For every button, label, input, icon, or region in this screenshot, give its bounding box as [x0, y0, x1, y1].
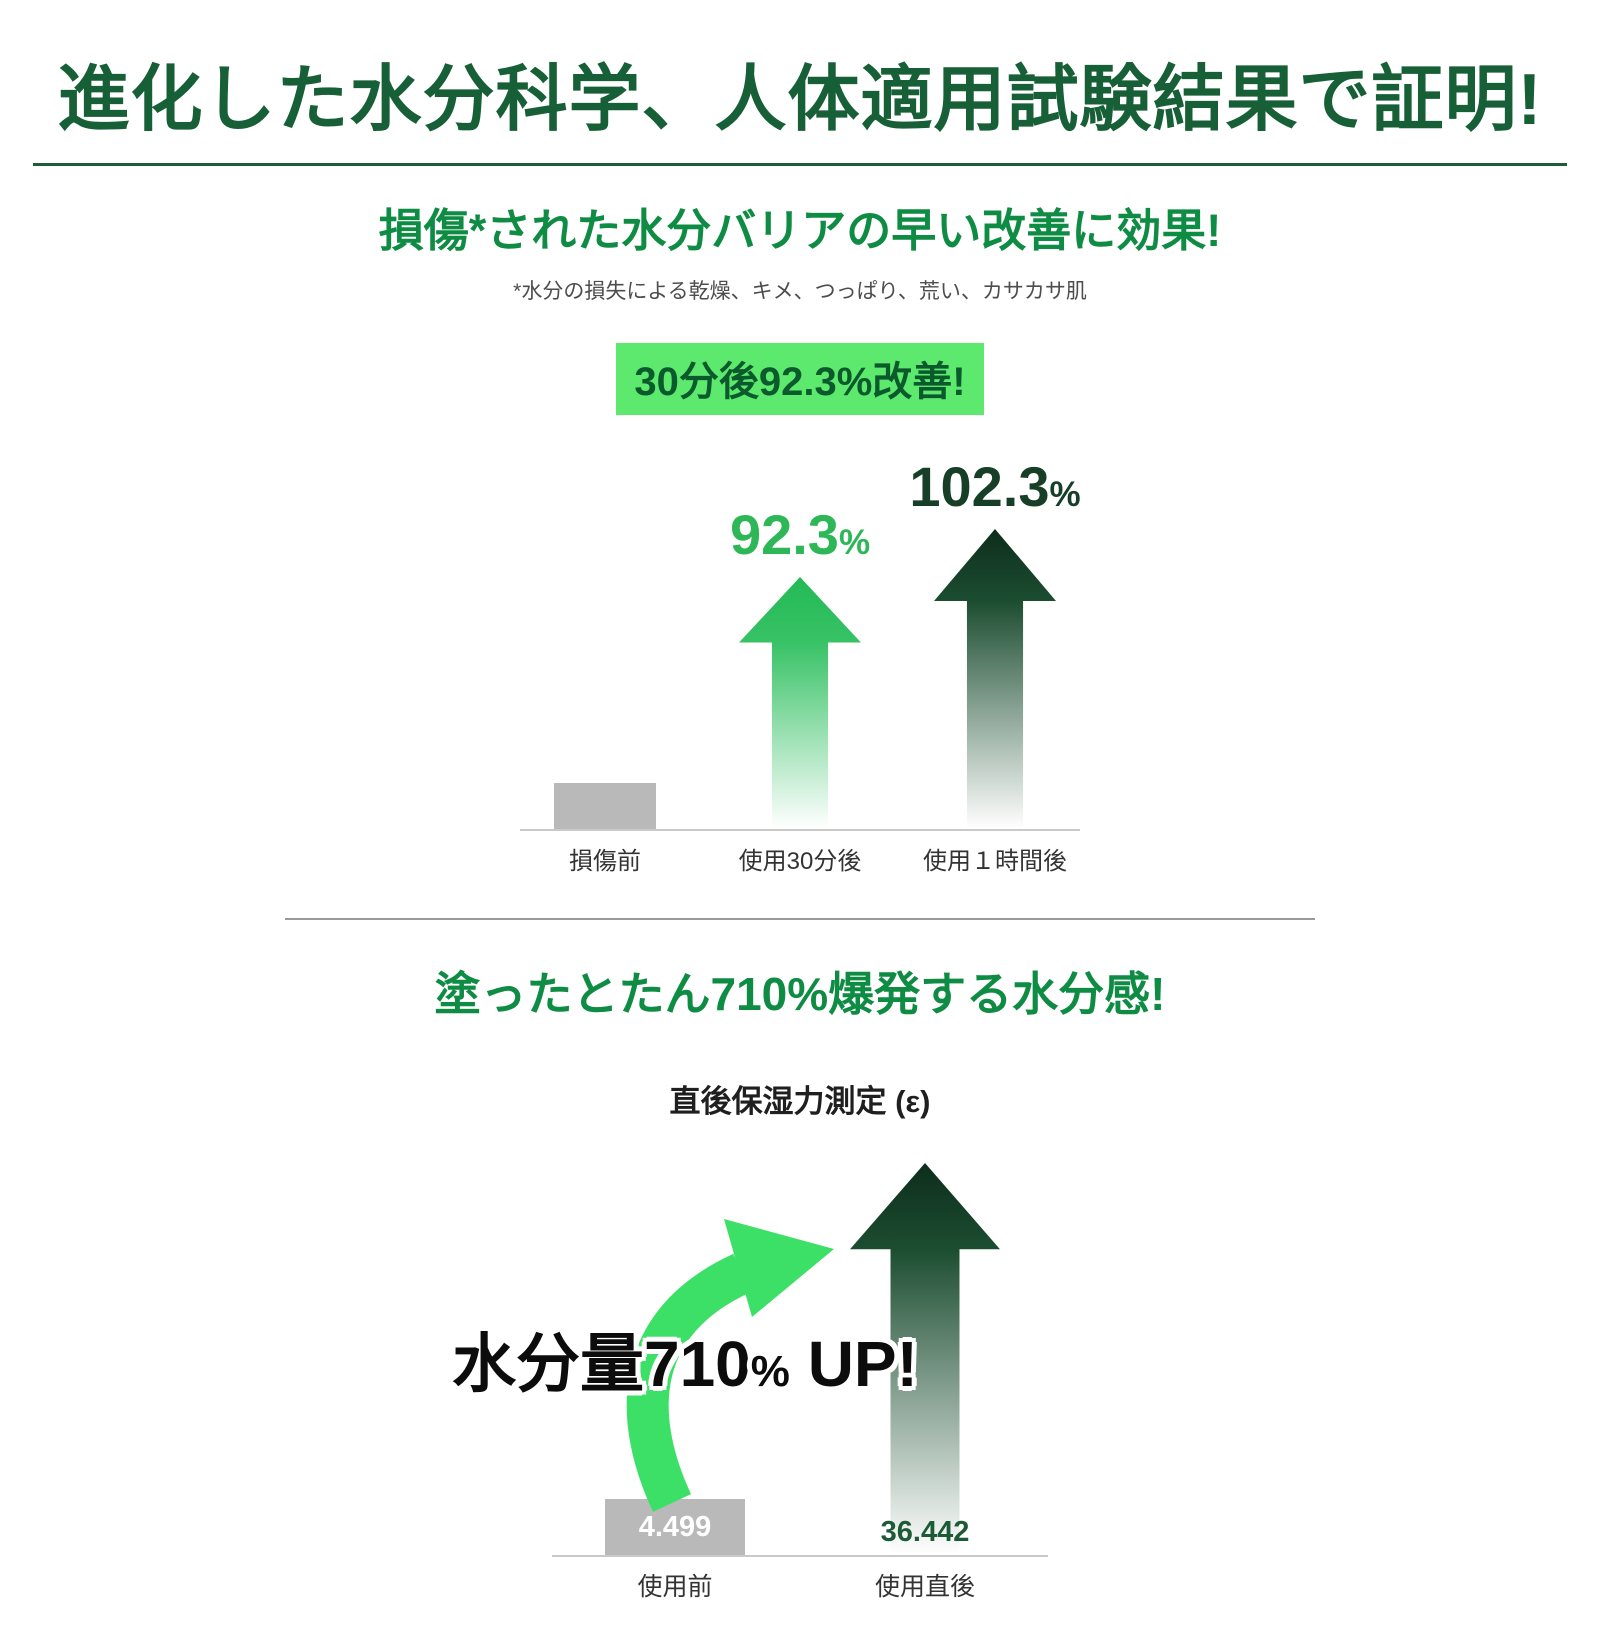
overlay-percent: %: [750, 1347, 790, 1396]
chart2-category-labels: 使用前 使用直後: [552, 1567, 1048, 1603]
up-arrow-green: [739, 577, 861, 829]
section-moisture-boost: 塗ったとたん710%爆発する水分感! 直後保湿力測定 (ε) 水分量710% U…: [0, 958, 1600, 1621]
section1-heading: 損傷*された水分バリアの早い改善に効果!: [378, 205, 1222, 256]
chart1-bar-before-damage: [528, 783, 683, 829]
page-title: 進化した水分科学、人体適用試験結果で証明!: [57, 60, 1543, 140]
badge-wrap: 30分後92.3%改善!: [0, 343, 1600, 415]
chart1-plot-area: 92.3% 102.3%: [520, 449, 1081, 831]
section-divider: [285, 918, 1315, 920]
gray-bar: 4.499: [605, 1499, 745, 1555]
percent-sign: %: [1049, 475, 1081, 514]
chart1-bar-30min: 92.3%: [723, 502, 878, 829]
value-label-before-use: 4.499: [638, 1510, 712, 1543]
chart2-bar-before-use: 4.499: [599, 1499, 751, 1555]
chart2-bar-after-use: 36.442: [849, 1163, 1001, 1555]
improvement-badge: 30分後92.3%改善!: [616, 343, 984, 415]
category-label: 使用30分後: [738, 848, 862, 875]
overlay-main: 水分量710: [452, 1328, 751, 1400]
section1-footnote: *水分の損失による乾燥、キメ、つっぱり、荒い、カサカサ肌: [513, 280, 1087, 303]
chart1-bar-1hour: 102.3%: [909, 454, 1081, 829]
value-label-1hour: 102.3%: [909, 455, 1081, 518]
moisture-up-overlay-text: 水分量710% UP!: [452, 1313, 918, 1405]
infographic-page: 進化した水分科学、人体適用試験結果で証明! 損傷*された水分バリアの早い改善に効…: [0, 40, 1600, 1640]
category-label: 使用前: [637, 1573, 713, 1601]
section2-heading: 塗ったとたん710%爆発する水分感!: [434, 968, 1166, 1020]
value-label-after-use: 36.442: [880, 1516, 970, 1548]
value-label-30min: 92.3%: [729, 503, 871, 566]
category-label: 使用１時間後: [923, 848, 1067, 875]
up-arrow-dark: [934, 529, 1056, 829]
chart2-plot-area: 4.499 36.442: [552, 1161, 1048, 1557]
section-barrier-improvement: 損傷*された水分バリアの早い改善に効果! *水分の損失による乾燥、キメ、つっぱり…: [0, 194, 1600, 876]
moisture-boost-chart: 水分量710% UP! 4.499 36.442 使用前 使用直後: [0, 1161, 1600, 1621]
category-label: 損傷前: [569, 848, 641, 875]
overlay-suffix: UP!: [789, 1328, 918, 1400]
gray-bar: [554, 783, 656, 829]
barrier-improvement-chart: 92.3% 102.3% 損傷前 使用30分後 使用１時間後: [520, 449, 1081, 876]
category-label: 使用直後: [874, 1573, 975, 1601]
title-underline: [33, 163, 1567, 166]
chart2-title: 直後保湿力測定 (ε): [669, 1084, 931, 1119]
percent-sign: %: [838, 523, 871, 562]
chart1-category-labels: 損傷前 使用30分後 使用１時間後: [520, 841, 1080, 876]
